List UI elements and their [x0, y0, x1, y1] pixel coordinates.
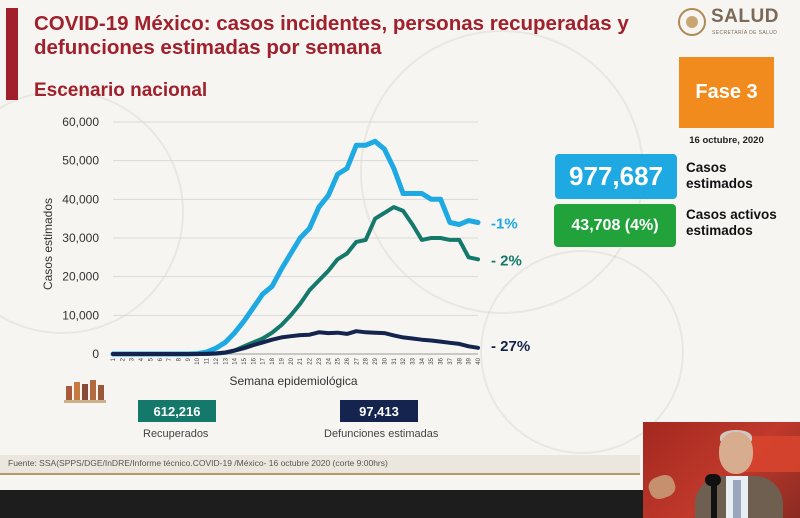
x-tick-label: 17 — [261, 357, 267, 364]
x-tick-label: 39 — [467, 357, 473, 364]
x-tick-label: 21 — [298, 357, 304, 364]
logo-text: SALUD — [711, 6, 779, 27]
x-tick-label: 26 — [345, 357, 351, 364]
x-tick-label: 27 — [354, 357, 360, 364]
logo-subtext: SECRETARÍA DE SALUD — [712, 30, 778, 36]
presenter-tie — [733, 480, 741, 518]
casos-estimados-value: 977,687 — [555, 154, 677, 199]
x-tick-label: 13 — [223, 357, 229, 364]
x-tick-label: 37 — [448, 357, 454, 364]
x-tick-label: 2 — [120, 357, 126, 361]
x-tick-label: 31 — [392, 357, 398, 364]
casos-activos-label: Casos activos estimados — [686, 207, 777, 239]
casos-label-line2: estimados — [686, 176, 753, 191]
microphone-stand — [711, 482, 717, 518]
series-line-defunciones — [111, 329, 480, 356]
x-tick-label: 22 — [308, 357, 314, 364]
phase-date: 16 octubre, 2020 — [689, 135, 764, 146]
activos-label-line1: Casos activos — [686, 207, 777, 222]
accent-bar — [6, 8, 18, 100]
people-illustration-icon — [64, 380, 106, 403]
x-tick-label: 15 — [242, 357, 248, 364]
page-subtitle: Escenario nacional — [34, 80, 208, 101]
casos-estimados-label: Casos estimados — [686, 160, 753, 192]
x-tick-label: 8 — [177, 357, 183, 361]
y-tick-label: 40,000 — [62, 192, 99, 206]
x-tick-label: 20 — [289, 357, 295, 364]
x-tick-label: 28 — [364, 357, 370, 364]
page-title: COVID-19 México: casos incidentes, perso… — [34, 12, 629, 59]
series-change-label-defunciones: - 27% — [491, 338, 530, 355]
source-text: Fuente: SSA(SPPS/DGE/InDRE/Informe técni… — [8, 458, 388, 468]
x-tick-label: 14 — [233, 357, 239, 364]
y-tick-label: 30,000 — [62, 231, 99, 245]
x-tick-label: 38 — [457, 357, 463, 364]
x-tick-label: 24 — [326, 357, 332, 364]
x-tick-label: 7 — [167, 357, 173, 361]
x-tick-label: 30 — [382, 357, 388, 364]
decorative-illustration — [64, 370, 106, 412]
x-tick-label: 9 — [186, 357, 192, 361]
seal-icon — [678, 8, 706, 36]
x-tick-label: 3 — [130, 357, 136, 361]
series-line-casos — [110, 138, 481, 357]
recuperados-label: Recuperados — [143, 428, 209, 440]
x-tick-label: 32 — [401, 357, 407, 364]
x-tick-label: 34 — [420, 357, 426, 364]
x-axis-label: Semana epidemiológica — [229, 374, 357, 388]
series-line-recuperados — [111, 205, 480, 356]
y-tick-label: 10,000 — [62, 308, 99, 322]
x-tick-label: 18 — [270, 357, 276, 364]
presenter-head — [719, 432, 753, 474]
defunciones-value: 97,413 — [340, 400, 418, 422]
x-tick-label: 6 — [158, 357, 164, 361]
casos-label-line1: Casos — [686, 160, 727, 175]
x-tick-label: 23 — [317, 357, 323, 364]
x-tick-label: 19 — [279, 357, 285, 364]
slide: COVID-19 México: casos incidentes, perso… — [0, 0, 800, 490]
recuperados-value: 612,216 — [138, 400, 216, 422]
y-tick-label: 20,000 — [62, 270, 99, 284]
x-tick-label: 25 — [336, 357, 342, 364]
x-tick-label: 40 — [476, 357, 482, 364]
x-tick-label: 11 — [205, 357, 211, 364]
casos-activos-value: 43,708 (4%) — [554, 204, 676, 247]
x-tick-label: 4 — [139, 357, 145, 361]
x-tick-label: 29 — [373, 357, 379, 364]
presenter-video — [643, 422, 800, 518]
source-bar: Fuente: SSA(SPPS/DGE/InDRE/Informe técni… — [0, 455, 640, 475]
x-tick-label: 5 — [148, 357, 154, 361]
x-tick-label: 35 — [429, 357, 435, 364]
x-tick-label: 1 — [111, 357, 117, 361]
salud-logo: SALUD SECRETARÍA DE SALUD — [678, 6, 782, 40]
y-tick-label: 0 — [92, 347, 99, 361]
activos-label-line2: estimados — [686, 223, 753, 238]
x-tick-label: 36 — [439, 357, 445, 364]
y-tick-label: 60,000 — [62, 115, 99, 129]
series-change-label-recuperados: - 2% — [491, 252, 522, 269]
series-change-label-casos: -1% — [491, 216, 518, 233]
defunciones-label: Defunciones estimadas — [324, 428, 439, 440]
microphone-icon — [705, 474, 721, 486]
x-tick-label: 12 — [214, 357, 220, 364]
x-tick-label: 16 — [251, 357, 257, 364]
x-tick-label: 10 — [195, 357, 201, 364]
y-axis-label: Casos estimados — [41, 198, 55, 290]
phase-badge: Fase 3 — [679, 57, 774, 128]
y-tick-label: 50,000 — [62, 154, 99, 168]
watermark-circle — [480, 250, 684, 454]
x-tick-label: 33 — [410, 357, 416, 364]
